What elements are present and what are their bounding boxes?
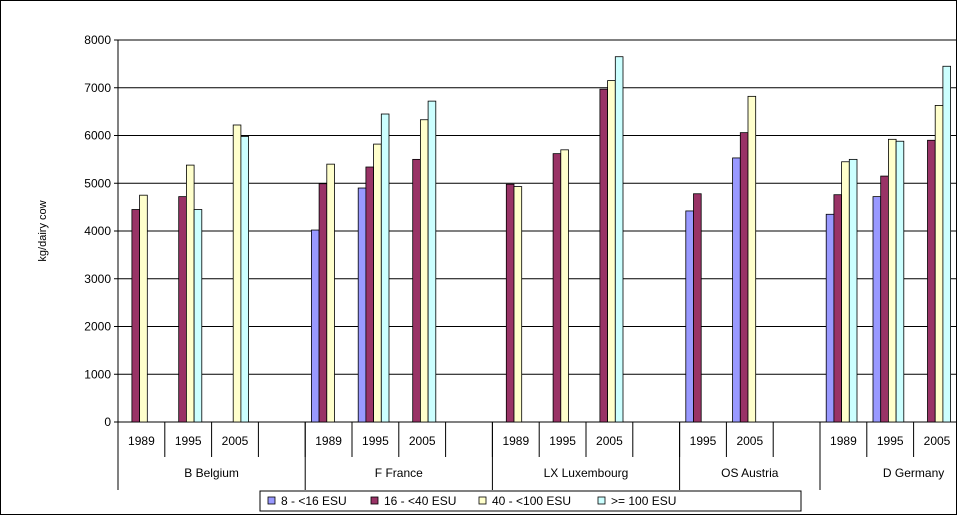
- bar: [365, 166, 374, 423]
- bar: [131, 209, 140, 423]
- bar: [318, 183, 328, 423]
- bar: [178, 196, 187, 423]
- year-label: 1995: [549, 434, 576, 448]
- year-label: 1995: [362, 434, 389, 448]
- bar: [139, 194, 148, 423]
- year-label: 1989: [128, 434, 155, 448]
- bar: [552, 153, 562, 423]
- bar: [310, 229, 320, 423]
- legend-label: 40 - <100 ESU: [492, 494, 571, 508]
- bar: [872, 196, 882, 423]
- bar: [934, 105, 944, 423]
- year-label: 1989: [830, 434, 857, 448]
- bar: [833, 194, 843, 423]
- bar: [927, 139, 936, 423]
- year-label: 1995: [690, 434, 717, 448]
- bar: [888, 138, 897, 423]
- y-tick-label: 1000: [84, 367, 111, 381]
- y-tick-label: 4000: [84, 224, 111, 238]
- bar: [607, 80, 616, 423]
- bar: [747, 95, 757, 423]
- year-label: 1995: [877, 434, 904, 448]
- bar: [693, 193, 702, 423]
- bar: [825, 213, 835, 423]
- legend-swatch: [597, 496, 606, 505]
- bar: [739, 132, 749, 423]
- legend-label: 8 - <16 ESU: [281, 494, 347, 508]
- bar: [895, 140, 905, 423]
- year-label: 2005: [222, 434, 249, 448]
- y-tick-label: 6000: [84, 129, 111, 143]
- year-label: 1989: [315, 434, 342, 448]
- bar: [412, 158, 421, 423]
- y-axis-label: kg/dairy cow: [37, 200, 49, 261]
- y-tick-label: 3000: [84, 272, 111, 286]
- bar: [232, 124, 242, 423]
- bar: [685, 210, 694, 423]
- bar: [427, 100, 437, 423]
- year-label: 2005: [736, 434, 763, 448]
- y-tick-label: 0: [104, 415, 111, 429]
- year-label: 2005: [924, 434, 951, 448]
- bar: [380, 113, 390, 423]
- bar: [326, 163, 335, 423]
- bar: [841, 161, 850, 423]
- y-tick-label: 5000: [84, 176, 111, 190]
- bar: [614, 56, 624, 423]
- bar: [357, 187, 367, 423]
- country-label: LX Luxembourg: [544, 466, 629, 480]
- bar: [185, 164, 195, 423]
- year-label: 2005: [596, 434, 623, 448]
- bar: [848, 158, 858, 423]
- bar: [732, 157, 741, 423]
- country-label: OS Austria: [721, 466, 779, 480]
- legend-box: [259, 490, 802, 512]
- legend-label: >= 100 ESU: [611, 494, 676, 508]
- legend: 8 - <16 ESU 16 - <40 ESU 40 - <100 ESU >= 1…: [259, 490, 802, 512]
- legend-swatch: [478, 496, 487, 505]
- country-label: D Germany: [883, 466, 944, 480]
- year-label: 1995: [175, 434, 202, 448]
- y-tick-label: 2000: [84, 320, 111, 334]
- year-label: 2005: [409, 434, 436, 448]
- gridlines: [118, 39, 957, 375]
- legend-swatch: [370, 496, 379, 505]
- legend-label: 16 - <40 ESU: [384, 494, 456, 508]
- bar: [880, 175, 889, 423]
- bar: [513, 186, 523, 423]
- bar: [240, 136, 249, 423]
- bars: [131, 56, 952, 423]
- y-tick-label: 8000: [84, 33, 111, 47]
- bar: [419, 119, 429, 423]
- bar: [599, 88, 609, 423]
- category-axis: 1989 1995 2005 B Belgium 1989 1995 2005 F Franc…: [117, 422, 951, 490]
- country-label: F France: [375, 466, 423, 480]
- y-tick-label: 7000: [84, 81, 111, 95]
- bar: [942, 65, 952, 423]
- legend-swatch: [267, 496, 276, 505]
- bar: [560, 149, 569, 423]
- bar: [505, 183, 515, 423]
- y-axis: 0 1000 2000 3000 4000 5000 6000 7000 8000: [84, 33, 957, 429]
- bar: [193, 209, 203, 423]
- year-label: 1989: [502, 434, 529, 448]
- bar: [373, 143, 382, 423]
- country-label: B Belgium: [184, 466, 239, 480]
